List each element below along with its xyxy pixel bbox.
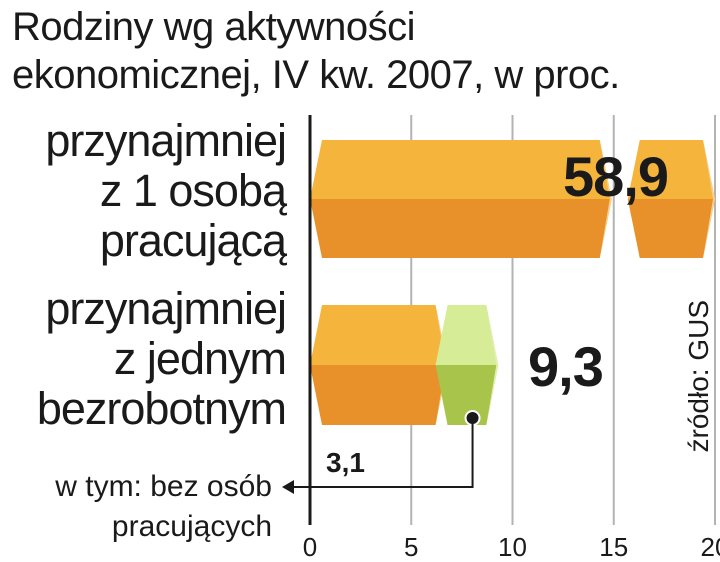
- bar-2-part-a: [310, 305, 448, 425]
- tick-label-5: 5: [404, 532, 418, 562]
- subsegment-arrowhead: [282, 480, 294, 494]
- bar-1-part-b-front: [627, 199, 715, 258]
- bar-2-subsegment-top: [435, 305, 499, 365]
- chart-title-line-1: Rodziny wg aktywności: [12, 5, 416, 49]
- bar-2-subsegment: [435, 305, 499, 425]
- bar-1-part-b-top: [627, 140, 715, 199]
- bar-1-part-a-top: [310, 140, 612, 199]
- category-2-line-1: przynajmniej: [45, 283, 286, 334]
- category-2-line-2: z jednym: [114, 333, 286, 384]
- chart-title-line-2: ekonomicznej, IV kw. 2007, w proc.: [12, 53, 620, 97]
- subsegment-value-label: 3,1: [326, 447, 365, 478]
- value-labels: 58,9 9,3 3,1 w tym: bez osób pracujących: [54, 145, 669, 543]
- x-axis-ticks: 0 5 10 15 20: [303, 532, 720, 562]
- subsegment-note-line-2: pracujących: [112, 510, 272, 543]
- bar-2-part-a-front: [310, 365, 448, 425]
- category-1-line-3: pracującą: [100, 215, 288, 266]
- tick-label-15: 15: [599, 532, 628, 562]
- bar-1-part-a: [310, 140, 612, 258]
- bar-2-subsegment-front: [435, 365, 499, 425]
- subsegment-connector: [292, 418, 474, 488]
- tick-label-0: 0: [303, 532, 317, 562]
- source-label: źródło: GUS: [683, 300, 714, 453]
- category-1-line-2: z 1 osobą: [100, 165, 288, 216]
- bar-1-part-b: [627, 140, 715, 258]
- category-1-line-1: przynajmniej: [45, 115, 286, 166]
- bar-2-part-a-top: [310, 305, 448, 365]
- tick-label-10: 10: [498, 532, 527, 562]
- subsegment-note-line-1: w tym: bez osób: [54, 470, 272, 503]
- tick-label-20: 20: [701, 532, 720, 562]
- bar-1-part-a-front: [310, 199, 612, 258]
- value-label-1: 58,9: [563, 145, 668, 208]
- category-2-line-3: bezrobotnym: [37, 383, 286, 434]
- bars: [310, 140, 715, 425]
- value-label-2: 9,3: [528, 335, 603, 398]
